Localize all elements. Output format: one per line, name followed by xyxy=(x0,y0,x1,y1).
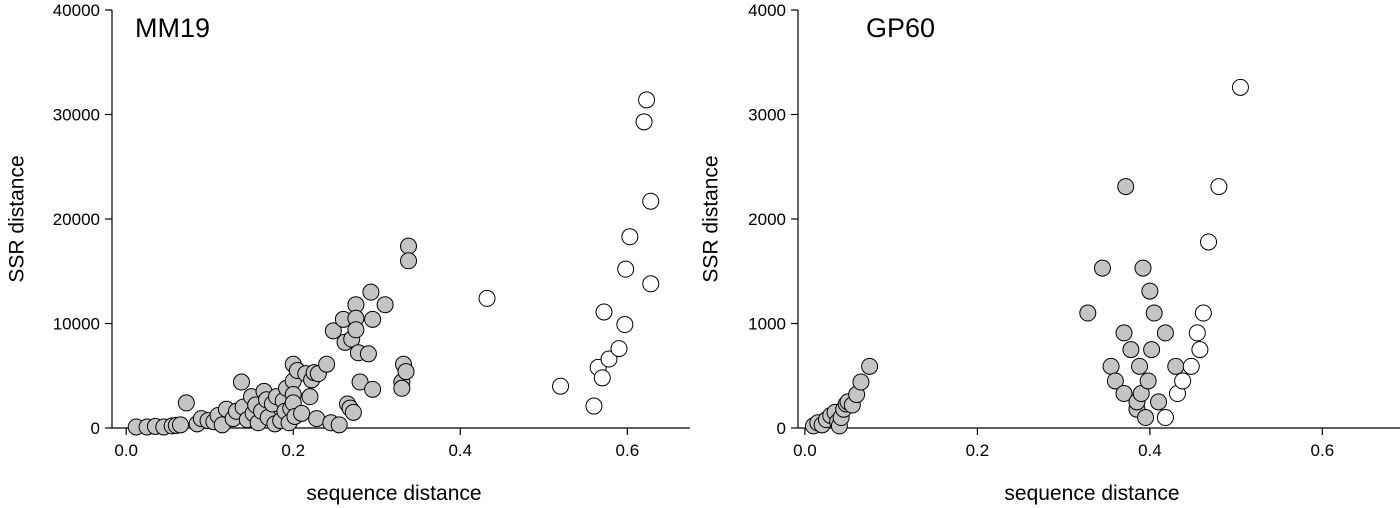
panel-mm19: 0 10000 20000 30000 40000 0.0 0.2 0.4 0.6 MM19 seq… xyxy=(6,1,690,505)
data-point-grey xyxy=(393,379,411,397)
y-tick-label: 40000 xyxy=(53,1,100,20)
data-point-grey xyxy=(1156,324,1174,342)
data-point-white xyxy=(642,275,660,293)
x-axis-label: sequence distance xyxy=(306,482,481,505)
data-point-grey xyxy=(351,373,369,391)
data-point-grey xyxy=(364,310,382,328)
data-point-grey xyxy=(1106,372,1124,390)
x-tick-label: 0.6 xyxy=(616,441,640,460)
data-point-grey xyxy=(1117,178,1135,196)
data-point-white xyxy=(621,228,639,246)
data-point-grey xyxy=(1115,385,1133,403)
x-tick-label: 0.0 xyxy=(793,441,817,460)
data-point-grey xyxy=(1115,324,1133,342)
data-point-white xyxy=(610,340,628,358)
y-tick-label: 2000 xyxy=(748,210,786,229)
data-point-grey xyxy=(376,296,394,314)
data-point-white xyxy=(617,260,635,278)
data-point-grey xyxy=(400,237,418,255)
x-tick-label: 0.2 xyxy=(281,441,305,460)
x-tick-label: 0.4 xyxy=(448,441,472,460)
data-point-white xyxy=(478,289,496,307)
data-point-grey xyxy=(362,283,380,301)
data-point-grey xyxy=(1145,304,1163,322)
panel-title: MM19 xyxy=(135,13,210,43)
data-point-grey xyxy=(1143,341,1161,359)
data-point-grey xyxy=(861,357,879,375)
data-point-grey xyxy=(1137,409,1155,427)
data-point-grey xyxy=(1093,259,1111,277)
data-point-white xyxy=(616,316,634,334)
y-tick-label: 10000 xyxy=(53,315,100,334)
x-tick-label: 0.4 xyxy=(1138,441,1162,460)
y-axis-label: SSR distance xyxy=(700,155,723,282)
data-point-white xyxy=(1194,304,1212,322)
data-point-grey xyxy=(177,394,195,412)
data-point-grey xyxy=(1167,357,1185,375)
data-point-grey xyxy=(308,410,326,428)
data-point-white xyxy=(1200,233,1218,251)
data-point-grey xyxy=(1150,393,1168,411)
data-point-grey xyxy=(1079,304,1097,322)
y-tick-label: 3000 xyxy=(748,106,786,125)
y-tick-label: 1000 xyxy=(748,315,786,334)
data-point-grey xyxy=(1139,372,1157,390)
y-tick-label: 0 xyxy=(777,419,786,438)
data-point-white xyxy=(1188,324,1206,342)
data-point-grey xyxy=(324,322,342,340)
data-point-grey xyxy=(344,403,362,421)
data-point-white xyxy=(552,377,570,395)
data-point-grey xyxy=(359,345,377,363)
data-point-white xyxy=(593,369,611,387)
data-point-grey xyxy=(301,388,319,406)
y-tick-label: 20000 xyxy=(53,210,100,229)
data-point-grey xyxy=(397,363,415,381)
data-point-white xyxy=(1210,178,1228,196)
data-point-grey xyxy=(852,373,870,391)
data-point-grey xyxy=(1102,357,1120,375)
data-point-white xyxy=(1174,372,1192,390)
data-point-grey xyxy=(347,321,365,339)
data-point-grey xyxy=(232,373,250,391)
data-point-white xyxy=(595,303,613,321)
x-tick-label: 0.2 xyxy=(966,441,990,460)
data-point-white xyxy=(1231,78,1249,96)
data-point-grey xyxy=(293,404,311,422)
data-point-grey xyxy=(171,416,189,434)
y-tick-label: 4000 xyxy=(748,1,786,20)
data-point-white xyxy=(642,192,660,210)
y-tick-label: 0 xyxy=(91,419,100,438)
data-point-grey xyxy=(318,355,336,373)
panel-gp60: 0 1000 2000 3000 4000 0.0 0.2 0.4 0.6 GP60 sequenc… xyxy=(700,1,1400,505)
data-point-white xyxy=(1191,341,1209,359)
data-point-grey xyxy=(330,416,348,434)
data-point-grey xyxy=(1134,259,1152,277)
data-point-grey xyxy=(1141,282,1159,300)
data-point-grey xyxy=(1122,341,1140,359)
y-tick-label: 30000 xyxy=(53,106,100,125)
data-point-grey xyxy=(364,380,382,398)
data-point-white xyxy=(585,397,603,415)
data-point-white xyxy=(638,91,656,109)
data-point-white xyxy=(1182,357,1200,375)
data-point-white xyxy=(600,350,618,368)
data-point-white xyxy=(635,113,653,131)
x-tick-label: 0.0 xyxy=(114,441,138,460)
data-point-white xyxy=(1156,409,1174,427)
x-tick-label: 0.6 xyxy=(1311,441,1335,460)
panel-title: GP60 xyxy=(866,13,935,43)
data-point-grey xyxy=(400,252,418,270)
data-point-grey xyxy=(1131,357,1149,375)
x-axis-label: sequence distance xyxy=(1004,482,1179,505)
y-axis-label: SSR distance xyxy=(6,155,29,282)
